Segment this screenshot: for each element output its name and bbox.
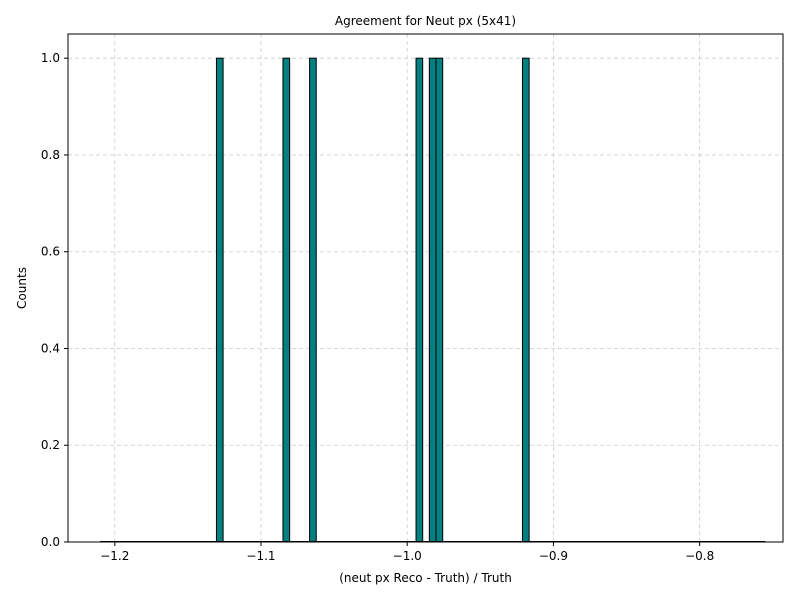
x-tick-label-0: −1.2 [100, 549, 129, 563]
histogram-bar-6 [521, 57, 530, 543]
x-tick-label-2: −1.0 [393, 549, 422, 563]
x-axis-label: (neut px Reco - Truth) / Truth [339, 571, 512, 585]
x-tick-label-1: −1.1 [246, 549, 275, 563]
y-tick-label-3: 0.6 [41, 245, 60, 259]
x-tick-label-3: −0.9 [539, 549, 568, 563]
x-axis-ticks: −1.2 −1.1 −1.0 −0.9 −0.8 [100, 542, 714, 563]
y-tick-label-1: 0.2 [41, 438, 60, 452]
histogram-bar-1 [282, 57, 291, 543]
histogram-bar-3 [415, 57, 424, 543]
histogram-bar-2 [309, 57, 317, 543]
y-tick-label-2: 0.4 [41, 341, 60, 355]
histogram-bar-5 [435, 57, 444, 543]
y-tick-label-5: 1.0 [41, 51, 60, 65]
y-axis-label: Counts [15, 267, 29, 309]
histogram-bars [215, 57, 530, 543]
y-tick-label-4: 0.8 [41, 148, 60, 162]
chart-title: Agreement for Neut px (5x41) [335, 14, 516, 28]
histogram-bar-0 [215, 57, 224, 543]
histogram-bar-4 [428, 57, 437, 543]
y-tick-label-0: 0.0 [41, 535, 60, 549]
y-axis-ticks: 0.0 0.2 0.4 0.6 0.8 1.0 [41, 51, 68, 549]
x-tick-label-4: −0.8 [685, 549, 714, 563]
grid-lines [68, 34, 783, 543]
plot-frame [67, 33, 784, 543]
